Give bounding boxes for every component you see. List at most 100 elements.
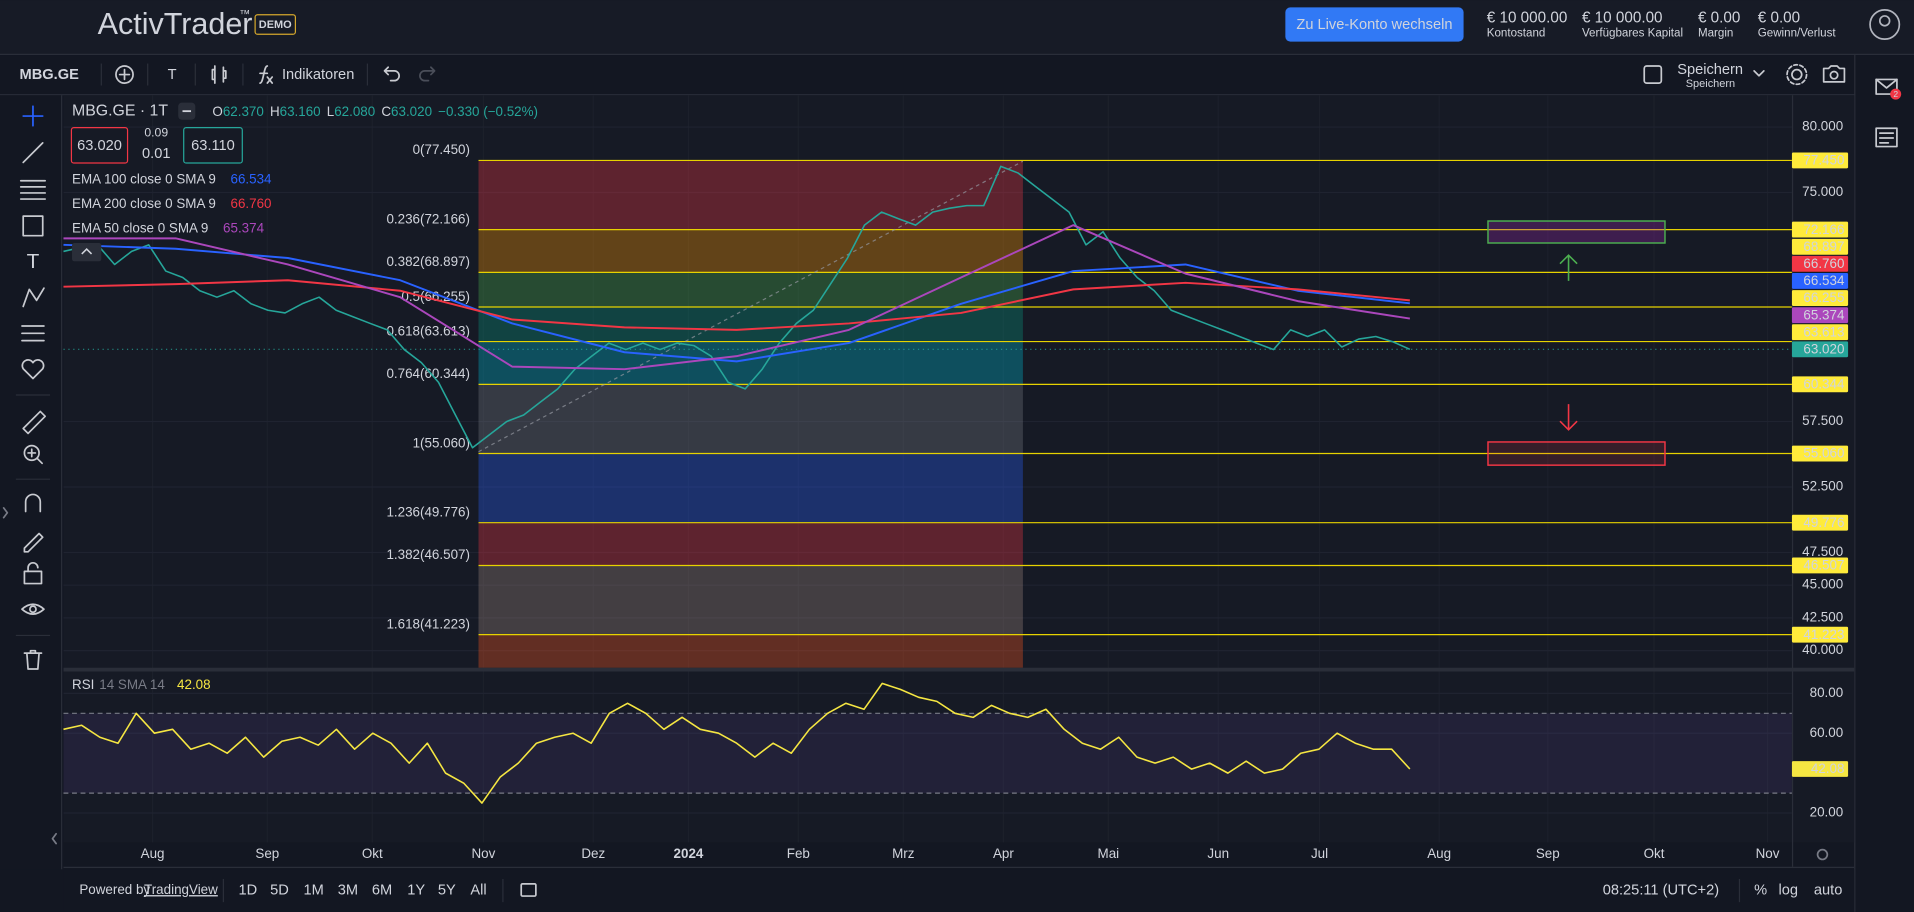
favorites-tool[interactable] [21,359,45,380]
chart-type[interactable] [211,65,227,84]
indicator-value: 66.760 [230,195,271,210]
stat-label: Verfügbares Kapital [1582,28,1683,40]
avatar-head [1878,15,1891,27]
zoom-tool[interactable] [23,444,40,462]
indicator-name: EMA 200 close 0 SMA 9 [72,195,216,210]
target-box-down[interactable] [1487,441,1666,466]
rsi-band [63,713,1792,794]
arrow-down[interactable] [1559,404,1578,431]
indicators-icon[interactable] [259,65,274,84]
news[interactable] [1875,127,1898,148]
fib-bands: 0(77.450) 0.236(72.166) 0.382(68.897) 0.5(6… [63,142,1792,794]
measure-tool[interactable] [22,410,47,435]
price-tag [1791,221,1849,238]
fib-tool[interactable] [19,179,47,200]
x-tick-label: Mrz [892,846,915,861]
expand-tab[interactable] [2,507,9,519]
live-button[interactable] [1285,7,1464,42]
save-checkbox[interactable] [1643,65,1663,84]
range-button[interactable]: All [470,882,486,898]
target-box-up[interactable] [1487,220,1666,244]
y-tick-label: 47.500 [1802,544,1843,559]
spread-bottom: 0.01 [142,146,170,162]
save-menu[interactable] [1753,70,1765,77]
legend-toggle[interactable] [72,242,102,262]
y-tick-label: 42.500 [1802,609,1843,624]
range-button[interactable]: 5D [270,882,289,898]
ohlc-value: 62.080 [334,103,375,118]
stat-label: Gewinn/Verlust [1758,28,1837,40]
settings[interactable] [1791,68,1803,81]
log-toggle[interactable]: log [1779,882,1799,898]
account-stats: € 10 000.00 Kontostand € 10 000.00 Verfügba… [1487,9,1837,39]
powered-by: Powered by [79,882,150,897]
shape-tool[interactable] [22,215,44,237]
fib-band [478,522,1023,566]
save[interactable]: Speichern [1677,62,1743,78]
lock-shackle [27,562,39,573]
trendline-tool[interactable] [22,142,44,164]
price-tag-label: 63.613 [1803,324,1844,339]
lock-tool[interactable] [23,570,43,585]
stat-value: € 10 000.00 [1487,9,1568,26]
visibility-pupil [29,605,37,614]
ohlc-change: −0.330 (−0.52%) [438,103,538,118]
lock-drawing-tool[interactable] [23,532,44,553]
price-tag [1791,307,1849,324]
range-button[interactable]: 1D [238,882,257,898]
visibility-tool[interactable] [21,603,45,615]
price-tag [1791,761,1849,777]
price-tag [1791,341,1849,358]
ohlc-key: L [327,103,335,118]
rsi-legend: RSI 14 SMA 14 42.08 [72,676,211,691]
avatar[interactable] [1869,8,1901,40]
price-tag [1791,626,1849,643]
price-tag-label: 42.08 [1811,761,1845,776]
pattern-tool[interactable] [22,287,45,308]
messages[interactable] [1875,78,1898,95]
drawing-toolbar [0,95,62,870]
ask[interactable]: 63.110 [191,138,235,154]
bid-box[interactable] [70,127,129,164]
fib-band [478,160,1023,230]
y-tick-label: 40.000 [1802,642,1843,657]
percent-toggle[interactable]: % [1754,882,1767,898]
snapshot[interactable] [1822,65,1846,83]
fib-label: 1(55.060) [413,435,470,450]
price-tags: 41.223 46.507 49.776 55.060 60.344 63.020 63.6… [1791,152,1849,777]
ohlc-key: O [212,103,222,118]
go-to-date[interactable] [520,882,537,897]
delete-tool[interactable] [23,649,43,670]
price-tag [1791,445,1849,462]
live-button-label[interactable]: Zu Live-Konto wechseln [1296,17,1452,33]
right-sidebar [1855,55,1914,912]
text-tool-icon[interactable]: T [27,250,40,273]
bid[interactable]: 63.020 [77,138,122,154]
auto-toggle[interactable]: auto [1814,882,1842,898]
chart-area [63,95,1855,843]
magnet-tool[interactable] [24,493,42,513]
prediction-tool[interactable] [21,325,45,342]
provider-link[interactable]: TradingView [144,882,218,897]
fib-band [478,341,1023,385]
range-button[interactable]: 3M [338,882,358,898]
add-symbol[interactable] [115,65,134,84]
ask-box[interactable] [183,127,243,164]
stat-value: € 0.00 [1698,9,1740,26]
fib-band [478,272,1023,307]
range-button[interactable]: 1M [304,882,324,898]
range-button[interactable]: 6M [372,882,392,898]
arrow-up[interactable] [1559,254,1578,281]
toolbar [0,55,1856,95]
axis-settings[interactable] [1816,848,1829,861]
text-tool[interactable]: T [168,67,177,83]
x-tick-label: Nov [471,846,495,861]
crosshair-tool[interactable] [22,105,44,127]
symbol[interactable]: MBG.GE [20,67,80,83]
range-button[interactable]: 1Y [407,882,425,898]
add-symbol-plus [118,68,131,81]
undo[interactable] [383,66,400,82]
indicators[interactable]: Indikatoren [282,67,354,83]
range-button[interactable]: 5Y [438,882,456,898]
scroll-left[interactable] [51,832,58,845]
